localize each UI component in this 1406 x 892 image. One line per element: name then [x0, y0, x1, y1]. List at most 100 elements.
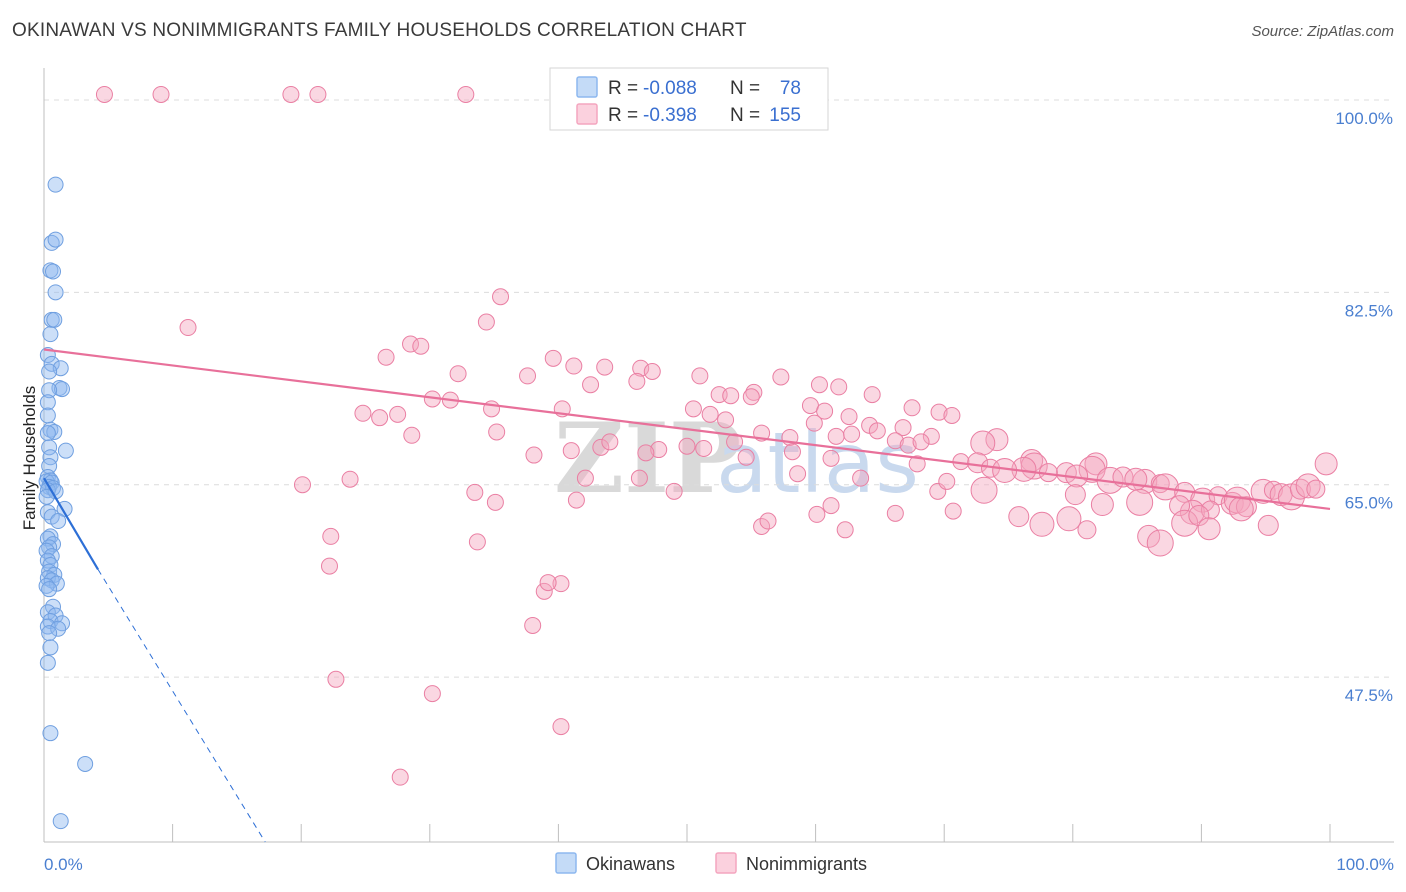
nonimmigrants-point	[899, 436, 917, 454]
nonimmigrants-point	[726, 433, 744, 451]
nonimmigrants-point	[544, 349, 562, 367]
nonimmigrants-point	[95, 85, 113, 103]
nonimmigrants-point	[282, 85, 300, 103]
nonimmigrants-point	[179, 319, 197, 337]
nonimmigrants-point	[822, 449, 840, 467]
nonimmigrants-point	[912, 433, 930, 451]
nonimmigrants-point	[1228, 496, 1254, 522]
nonimmigrants-point	[525, 446, 543, 464]
nonimmigrants-point	[970, 430, 996, 456]
nonimmigrants-point	[1171, 509, 1199, 537]
nonimmigrants-point	[822, 497, 840, 515]
nonimmigrants-point	[309, 85, 327, 103]
nonimmigrants-point	[1263, 480, 1283, 500]
okinawans-point	[77, 755, 94, 772]
nonimmigrants-point	[1146, 529, 1174, 557]
bottom-legend-label-okinawans: Okinawans	[586, 854, 675, 874]
okinawans-point	[41, 363, 58, 380]
nonimmigrants-point	[805, 414, 823, 432]
y-tick-labels: 100.0% 82.5% 65.0% 47.5%	[1335, 109, 1393, 705]
nonimmigrants-point	[552, 575, 570, 593]
axes	[43, 68, 1394, 843]
nonimmigrants-point	[1090, 493, 1114, 517]
nonimmigrants-point	[1200, 500, 1220, 520]
nonimmigrants-points	[95, 85, 1338, 786]
nonimmigrants-point	[322, 527, 340, 545]
nonimmigrants-point	[601, 433, 619, 451]
nonimmigrants-point	[1029, 511, 1055, 537]
nonimmigrants-point	[908, 455, 926, 473]
nonimmigrants-point	[596, 358, 614, 376]
okinawans-point	[39, 394, 56, 411]
okinawans-point	[39, 618, 56, 635]
nonimmigrants-point	[836, 521, 854, 539]
legend-r-label-nonimmigrants: R =	[608, 105, 638, 126]
nonimmigrants-point	[701, 405, 719, 423]
nonimmigrants-point	[562, 442, 580, 460]
nonimmigrants-point	[567, 491, 585, 509]
nonimmigrants-point	[377, 348, 395, 366]
nonimmigrants-trend-line	[43, 348, 1331, 511]
nonimmigrants-point	[488, 423, 506, 441]
legend-swatch-nonimmigrants	[576, 103, 598, 125]
nonimmigrants-point	[678, 437, 696, 455]
legend-n-label-okinawans: N =	[730, 78, 760, 99]
nonimmigrants-point	[772, 368, 790, 386]
nonimmigrants-point	[403, 426, 421, 444]
nonimmigrants-point	[1078, 455, 1106, 483]
bottom-legend-label-nonimmigrants: Nonimmigrants	[746, 854, 867, 874]
nonimmigrants-point	[1008, 506, 1030, 528]
chart-title: OKINAWAN VS NONIMMIGRANTS FAMILY HOUSEHO…	[12, 20, 747, 41]
nonimmigrants-point	[535, 582, 553, 600]
nonimmigrants-point	[863, 386, 881, 404]
nonimmigrants-point	[152, 85, 170, 103]
nonimmigrants-point	[341, 470, 359, 488]
nonimmigrants-point	[637, 444, 655, 462]
nonimmigrants-point	[801, 397, 819, 415]
y-tick-label: 47.5%	[1345, 686, 1393, 705]
nonimmigrants-point	[783, 443, 801, 461]
nonimmigrants-point	[1250, 478, 1276, 504]
bottom-legend: Okinawans Nonimmigrants	[555, 852, 867, 874]
nonimmigrants-point	[967, 452, 989, 474]
nonimmigrants-point	[840, 408, 858, 426]
nonimmigrants-point	[843, 425, 861, 443]
nonimmigrants-point	[970, 476, 998, 504]
okinawans-point	[47, 231, 64, 248]
nonimmigrants-point	[592, 438, 610, 456]
nonimmigrants-point	[354, 404, 372, 422]
nonimmigrants-point	[524, 616, 542, 634]
nonimmigrants-point	[1084, 452, 1108, 476]
nonimmigrants-point	[922, 427, 940, 445]
nonimmigrants-point	[1056, 506, 1082, 532]
okinawans-trend-line	[43, 477, 99, 570]
nonimmigrants-point	[477, 313, 495, 331]
okinawans-point	[41, 382, 58, 399]
x-tick-label-max: 100.0%	[1336, 855, 1394, 874]
nonimmigrants-point	[944, 502, 962, 520]
nonimmigrants-point	[492, 288, 510, 306]
nonimmigrants-point	[938, 472, 956, 490]
nonimmigrants-point	[389, 405, 407, 423]
okinawans-point	[52, 813, 69, 830]
nonimmigrants-point	[886, 504, 904, 522]
nonimmigrants-point	[293, 476, 311, 494]
nonimmigrants-point	[519, 367, 537, 385]
nonimmigrants-point	[695, 439, 713, 457]
okinawans-point	[47, 284, 64, 301]
okinawans-point	[50, 620, 67, 637]
nonimmigrants-point	[650, 441, 668, 459]
nonimmigrants-point	[643, 363, 661, 381]
okinawans-point	[39, 604, 56, 621]
nonimmigrants-point	[1077, 520, 1097, 540]
nonimmigrants-point	[371, 409, 389, 427]
nonimmigrants-point	[466, 483, 484, 501]
okinawans-point	[39, 654, 56, 671]
nonimmigrants-point	[827, 427, 845, 445]
okinawans-point	[41, 581, 58, 598]
okinawans-point	[39, 407, 56, 424]
nonimmigrants-point	[539, 574, 557, 592]
y-axis-title: Family Households	[20, 386, 39, 531]
okinawans-point	[41, 625, 58, 642]
